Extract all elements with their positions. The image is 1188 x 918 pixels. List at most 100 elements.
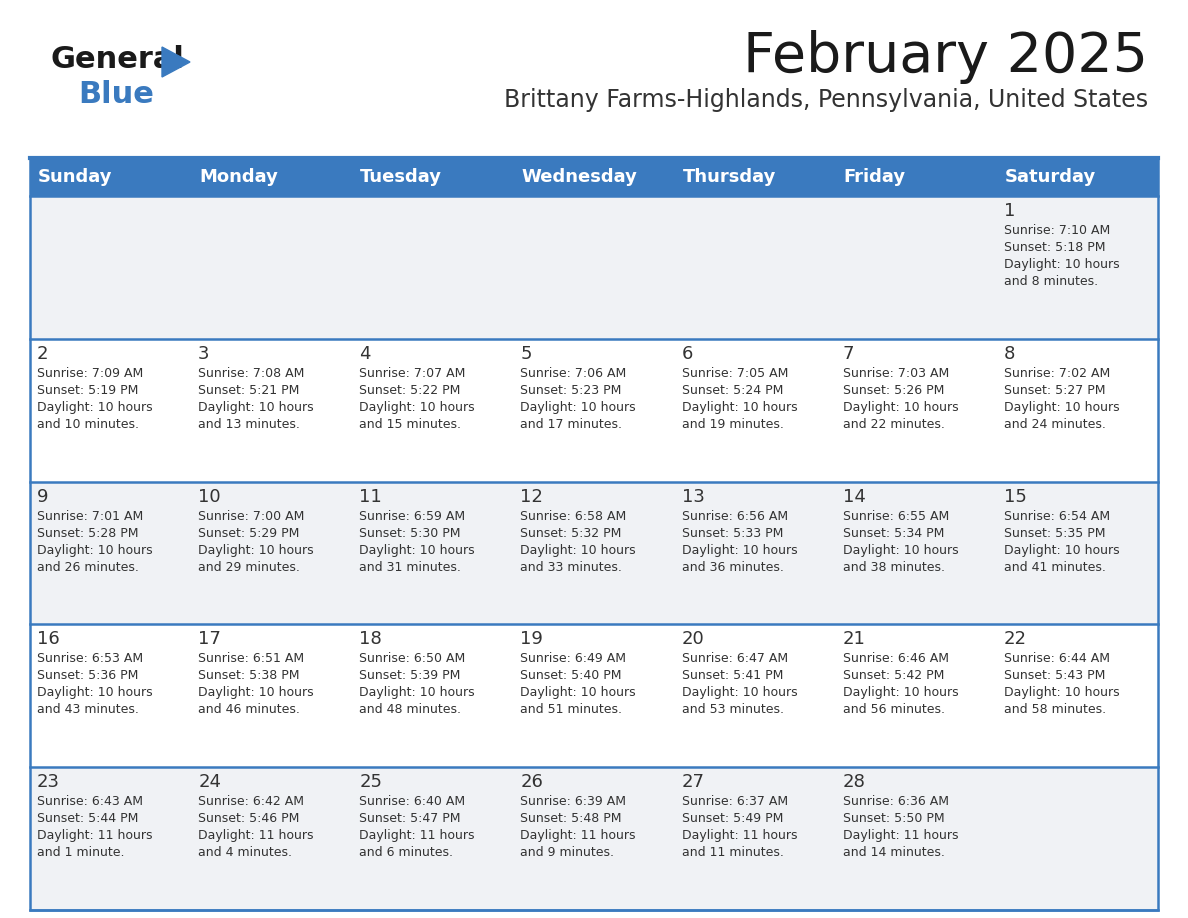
Text: Daylight: 10 hours: Daylight: 10 hours xyxy=(682,687,797,700)
Text: Sunset: 5:47 PM: Sunset: 5:47 PM xyxy=(359,812,461,825)
Text: Sunset: 5:29 PM: Sunset: 5:29 PM xyxy=(198,527,299,540)
Text: Sunrise: 7:05 AM: Sunrise: 7:05 AM xyxy=(682,367,788,380)
Text: 4: 4 xyxy=(359,345,371,363)
Text: Sunrise: 6:53 AM: Sunrise: 6:53 AM xyxy=(37,653,143,666)
Text: Sunrise: 6:56 AM: Sunrise: 6:56 AM xyxy=(682,509,788,522)
Bar xyxy=(513,624,675,767)
Text: Sunset: 5:49 PM: Sunset: 5:49 PM xyxy=(682,812,783,825)
Text: Sunset: 5:30 PM: Sunset: 5:30 PM xyxy=(359,527,461,540)
Text: Daylight: 11 hours: Daylight: 11 hours xyxy=(198,829,314,842)
Text: and 36 minutes.: and 36 minutes. xyxy=(682,561,783,574)
Text: February 2025: February 2025 xyxy=(742,30,1148,84)
Text: Daylight: 10 hours: Daylight: 10 hours xyxy=(520,401,636,414)
Text: 22: 22 xyxy=(1004,631,1026,648)
Text: 26: 26 xyxy=(520,773,543,791)
Text: 24: 24 xyxy=(198,773,221,791)
Text: Daylight: 10 hours: Daylight: 10 hours xyxy=(520,543,636,556)
Text: Daylight: 10 hours: Daylight: 10 hours xyxy=(1004,687,1119,700)
Text: General: General xyxy=(50,45,184,74)
Bar xyxy=(191,339,353,482)
Bar xyxy=(835,482,997,624)
Text: Daylight: 10 hours: Daylight: 10 hours xyxy=(520,687,636,700)
Text: and 56 minutes.: and 56 minutes. xyxy=(842,703,944,716)
Text: 1: 1 xyxy=(1004,202,1016,220)
Text: Sunrise: 6:46 AM: Sunrise: 6:46 AM xyxy=(842,653,949,666)
Text: Daylight: 10 hours: Daylight: 10 hours xyxy=(198,687,314,700)
Bar xyxy=(675,339,835,482)
Text: Daylight: 11 hours: Daylight: 11 hours xyxy=(37,829,152,842)
Text: 9: 9 xyxy=(37,487,49,506)
Text: and 53 minutes.: and 53 minutes. xyxy=(682,703,784,716)
Text: Saturday: Saturday xyxy=(1005,168,1097,186)
Text: Sunday: Sunday xyxy=(38,168,113,186)
Text: Daylight: 10 hours: Daylight: 10 hours xyxy=(682,401,797,414)
Text: Daylight: 10 hours: Daylight: 10 hours xyxy=(1004,258,1119,271)
Text: Daylight: 10 hours: Daylight: 10 hours xyxy=(842,401,959,414)
Text: Sunrise: 6:47 AM: Sunrise: 6:47 AM xyxy=(682,653,788,666)
Text: Sunrise: 6:44 AM: Sunrise: 6:44 AM xyxy=(1004,653,1110,666)
Text: Sunset: 5:50 PM: Sunset: 5:50 PM xyxy=(842,812,944,825)
Text: 17: 17 xyxy=(198,631,221,648)
Bar xyxy=(675,196,835,339)
Text: Sunset: 5:46 PM: Sunset: 5:46 PM xyxy=(198,812,299,825)
Text: Sunrise: 7:07 AM: Sunrise: 7:07 AM xyxy=(359,367,466,380)
Text: Sunset: 5:38 PM: Sunset: 5:38 PM xyxy=(198,669,299,682)
Text: and 4 minutes.: and 4 minutes. xyxy=(198,846,292,859)
Text: Sunset: 5:33 PM: Sunset: 5:33 PM xyxy=(682,527,783,540)
Bar xyxy=(675,767,835,910)
Text: Sunrise: 6:55 AM: Sunrise: 6:55 AM xyxy=(842,509,949,522)
Text: Sunrise: 6:40 AM: Sunrise: 6:40 AM xyxy=(359,795,466,808)
Text: and 51 minutes.: and 51 minutes. xyxy=(520,703,623,716)
Text: 14: 14 xyxy=(842,487,866,506)
Text: 2: 2 xyxy=(37,345,49,363)
Bar xyxy=(30,339,191,482)
Text: and 15 minutes.: and 15 minutes. xyxy=(359,418,461,431)
Text: Daylight: 10 hours: Daylight: 10 hours xyxy=(37,543,152,556)
Text: Sunset: 5:43 PM: Sunset: 5:43 PM xyxy=(1004,669,1105,682)
Text: Daylight: 11 hours: Daylight: 11 hours xyxy=(520,829,636,842)
Text: Daylight: 10 hours: Daylight: 10 hours xyxy=(198,543,314,556)
Bar xyxy=(30,158,1158,196)
Text: Sunset: 5:23 PM: Sunset: 5:23 PM xyxy=(520,384,621,397)
Text: and 33 minutes.: and 33 minutes. xyxy=(520,561,623,574)
Text: Sunset: 5:24 PM: Sunset: 5:24 PM xyxy=(682,384,783,397)
Bar xyxy=(353,767,513,910)
Text: Daylight: 10 hours: Daylight: 10 hours xyxy=(1004,543,1119,556)
Bar xyxy=(191,196,353,339)
Bar xyxy=(997,767,1158,910)
Text: 25: 25 xyxy=(359,773,383,791)
Text: Daylight: 10 hours: Daylight: 10 hours xyxy=(37,401,152,414)
Text: and 9 minutes.: and 9 minutes. xyxy=(520,846,614,859)
Text: Sunrise: 6:43 AM: Sunrise: 6:43 AM xyxy=(37,795,143,808)
Text: 11: 11 xyxy=(359,487,383,506)
Text: Sunrise: 6:51 AM: Sunrise: 6:51 AM xyxy=(198,653,304,666)
Bar xyxy=(513,482,675,624)
Bar xyxy=(835,767,997,910)
Text: Sunrise: 6:42 AM: Sunrise: 6:42 AM xyxy=(198,795,304,808)
Text: and 41 minutes.: and 41 minutes. xyxy=(1004,561,1106,574)
Bar xyxy=(513,767,675,910)
Text: Daylight: 10 hours: Daylight: 10 hours xyxy=(842,543,959,556)
Text: Thursday: Thursday xyxy=(683,168,776,186)
Bar xyxy=(835,624,997,767)
Bar xyxy=(675,624,835,767)
Text: Sunrise: 6:58 AM: Sunrise: 6:58 AM xyxy=(520,509,627,522)
Text: and 14 minutes.: and 14 minutes. xyxy=(842,846,944,859)
Text: Sunrise: 7:08 AM: Sunrise: 7:08 AM xyxy=(198,367,304,380)
Text: 19: 19 xyxy=(520,631,543,648)
Text: Sunset: 5:26 PM: Sunset: 5:26 PM xyxy=(842,384,944,397)
Text: and 17 minutes.: and 17 minutes. xyxy=(520,418,623,431)
Polygon shape xyxy=(162,47,190,77)
Text: 5: 5 xyxy=(520,345,532,363)
Text: and 11 minutes.: and 11 minutes. xyxy=(682,846,783,859)
Text: Sunset: 5:44 PM: Sunset: 5:44 PM xyxy=(37,812,138,825)
Text: Daylight: 10 hours: Daylight: 10 hours xyxy=(359,401,475,414)
Text: Sunrise: 6:39 AM: Sunrise: 6:39 AM xyxy=(520,795,626,808)
Text: 20: 20 xyxy=(682,631,704,648)
Text: and 6 minutes.: and 6 minutes. xyxy=(359,846,454,859)
Text: 6: 6 xyxy=(682,345,693,363)
Text: 28: 28 xyxy=(842,773,866,791)
Text: and 13 minutes.: and 13 minutes. xyxy=(198,418,301,431)
Text: and 10 minutes.: and 10 minutes. xyxy=(37,418,139,431)
Text: Sunrise: 7:01 AM: Sunrise: 7:01 AM xyxy=(37,509,144,522)
